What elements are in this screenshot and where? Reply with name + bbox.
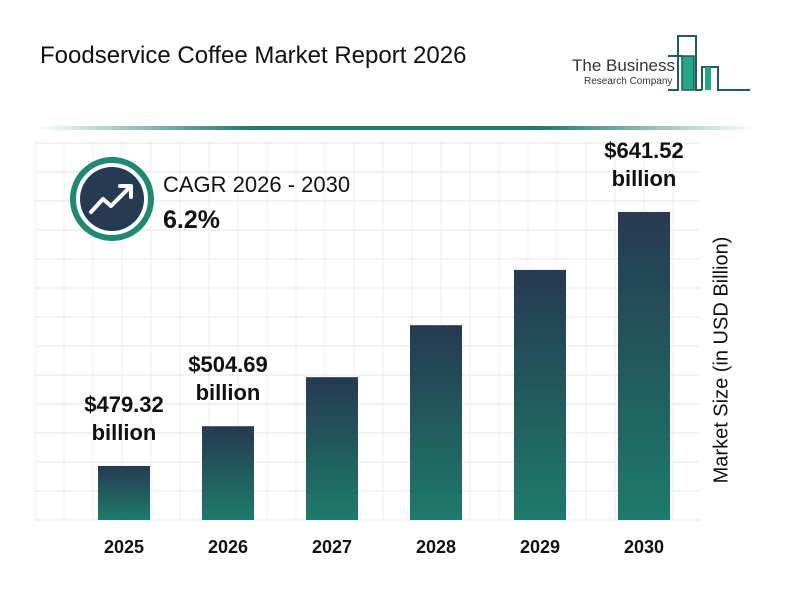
cagr-label: CAGR 2026 - 2030 <box>163 172 351 197</box>
x-tick-label: 2027 <box>312 537 352 557</box>
page-title: Foodservice Coffee Market Report 2026 <box>40 42 467 69</box>
data-label: $641.52 <box>604 138 684 163</box>
company-logo: The Business Research Company <box>568 34 758 94</box>
cagr-icon <box>70 157 154 241</box>
x-tick-label: 2029 <box>520 537 560 557</box>
data-label: billion <box>92 420 157 445</box>
bar-2027 <box>306 377 358 520</box>
divider <box>35 126 755 130</box>
logo-text: The Business <box>572 56 675 75</box>
data-label: billion <box>196 380 261 405</box>
bar-2029 <box>514 269 566 520</box>
x-tick-label: 2030 <box>624 537 664 557</box>
bar-2028 <box>410 325 462 520</box>
data-label: billion <box>612 166 677 191</box>
x-tick-label: 2028 <box>416 537 456 557</box>
bar-2030 <box>618 211 670 521</box>
x-tick-label: 2025 <box>104 537 144 557</box>
logo-buildings-icon <box>668 35 750 91</box>
cagr-value: 6.2% <box>163 206 220 234</box>
x-tick-label: 2026 <box>208 537 248 557</box>
data-label: $479.32 <box>84 392 164 417</box>
bar-2025 <box>98 465 150 520</box>
trend-up-arrow-icon <box>89 185 132 214</box>
y-axis-label: Market Size (in USD Billion) <box>710 236 733 484</box>
data-label: $504.69 <box>188 352 268 377</box>
logo-subtext: Research Company <box>584 76 673 87</box>
bar-2026 <box>202 426 254 520</box>
